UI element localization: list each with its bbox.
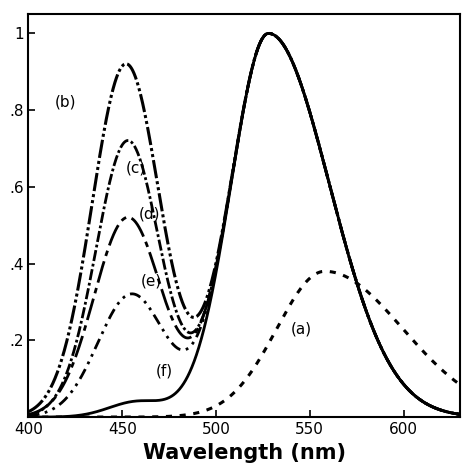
Text: (b): (b) xyxy=(55,95,76,110)
Text: (a): (a) xyxy=(291,321,312,337)
Text: (c): (c) xyxy=(126,160,146,175)
X-axis label: Wavelength (nm): Wavelength (nm) xyxy=(143,443,346,463)
Text: (d): (d) xyxy=(139,206,161,221)
Text: (f): (f) xyxy=(156,364,173,379)
Text: (e): (e) xyxy=(141,273,162,288)
